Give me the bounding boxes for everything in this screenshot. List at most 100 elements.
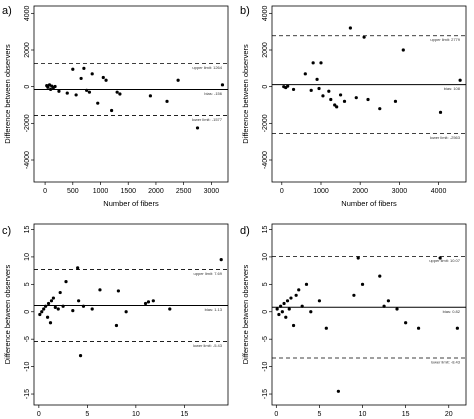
data-point — [115, 90, 119, 94]
data-point — [382, 304, 386, 308]
data-point — [393, 99, 398, 103]
y-tick-label: 15 — [24, 225, 31, 233]
data-point — [335, 105, 339, 109]
data-point — [327, 89, 331, 93]
data-point — [366, 97, 370, 102]
panel-b: b) 0 1000 2000 3000 4000 -4000 -2000 0 2000 4000 Nu… — [240, 5, 467, 208]
y-tick-label: 5 — [24, 282, 31, 286]
reference-line-label: bias: 108 — [444, 86, 461, 91]
data-point — [455, 326, 459, 330]
data-point — [311, 61, 315, 65]
data-point — [291, 323, 296, 328]
data-point — [146, 300, 151, 304]
data-point — [143, 301, 148, 306]
y-tick-label: 5 — [262, 282, 269, 286]
data-point — [404, 321, 408, 325]
x-tick-label: 2000 — [352, 188, 368, 195]
data-point — [49, 299, 54, 303]
data-point — [294, 293, 298, 297]
y-tick-label: -10 — [24, 361, 31, 371]
data-point — [57, 89, 61, 93]
data-point — [64, 279, 68, 284]
y-tick-label: -5 — [24, 336, 31, 342]
x-tick-label: 3000 — [392, 188, 408, 195]
data-point — [77, 299, 81, 303]
data-point — [71, 309, 75, 313]
data-point — [51, 296, 56, 300]
data-point — [46, 301, 51, 306]
plot-frame — [271, 5, 467, 183]
y-tick-label: 10 — [24, 253, 31, 261]
reference-line-label: bias: 0.82 — [443, 309, 461, 314]
reference-line-label: bias: -156 — [204, 91, 222, 96]
reference-line-label: lower limit: -8.43 — [431, 359, 461, 364]
data-point — [317, 299, 322, 303]
x-axis-label: Number of fibers — [341, 199, 397, 208]
data-point — [289, 296, 293, 300]
data-point — [336, 389, 340, 393]
data-point — [324, 326, 328, 330]
data-point — [321, 94, 325, 98]
data-point — [416, 326, 421, 330]
data-point — [362, 35, 366, 39]
data-point — [291, 87, 296, 92]
data-point — [378, 107, 382, 111]
data-point — [360, 282, 365, 286]
data-point — [438, 110, 443, 114]
data-point — [74, 93, 78, 97]
data-point — [56, 307, 60, 311]
x-tick-label: 5 — [317, 411, 321, 418]
data-point — [148, 94, 152, 98]
y-tick-label: 2000 — [24, 42, 31, 58]
data-point — [438, 256, 442, 260]
reference-line-label: upper limit: 7.69 — [194, 271, 223, 276]
data-point — [58, 290, 62, 295]
data-point — [40, 310, 44, 314]
data-point — [279, 304, 283, 308]
data-point — [96, 101, 100, 105]
data-point — [82, 66, 86, 70]
data-point — [101, 75, 105, 80]
data-point — [280, 310, 284, 314]
plot-frame — [271, 223, 467, 406]
data-point — [277, 312, 281, 317]
data-point — [309, 88, 313, 92]
data-point — [81, 304, 86, 308]
x-tick-label: 10 — [132, 411, 140, 418]
data-point — [104, 78, 108, 82]
x-tick-label: 3000 — [204, 188, 220, 195]
data-point — [98, 288, 102, 292]
y-tick-label: 0 — [24, 85, 31, 89]
y-tick-label: 15 — [262, 225, 269, 233]
x-tick-label: 2000 — [148, 188, 164, 195]
x-axis-label: Number of fibers — [103, 199, 159, 208]
data-point — [61, 304, 65, 308]
data-point — [220, 83, 225, 87]
data-point — [285, 299, 290, 303]
data-point — [195, 126, 200, 130]
data-point — [319, 61, 323, 65]
x-tick-label: 1500 — [120, 188, 136, 195]
y-tick-label: -15 — [24, 389, 31, 399]
data-point — [42, 307, 46, 311]
x-tick-label: 1000 — [93, 188, 109, 195]
y-tick-label: 0 — [262, 310, 269, 314]
data-point — [79, 76, 83, 81]
y-tick-label: 4000 — [24, 5, 31, 21]
x-tick-label: 0 — [280, 188, 284, 195]
reference-line-label: upper limit: 10.07 — [429, 258, 460, 263]
data-point — [348, 26, 352, 30]
data-point — [284, 315, 288, 319]
y-tick-label: 10 — [262, 253, 269, 261]
data-point — [395, 307, 399, 311]
panel-label: c) — [2, 225, 11, 237]
data-point — [87, 90, 92, 94]
data-point — [71, 67, 75, 71]
data-point — [378, 274, 382, 278]
data-point — [300, 304, 304, 308]
x-tick-label: 20 — [445, 411, 453, 418]
data-point — [78, 354, 83, 358]
